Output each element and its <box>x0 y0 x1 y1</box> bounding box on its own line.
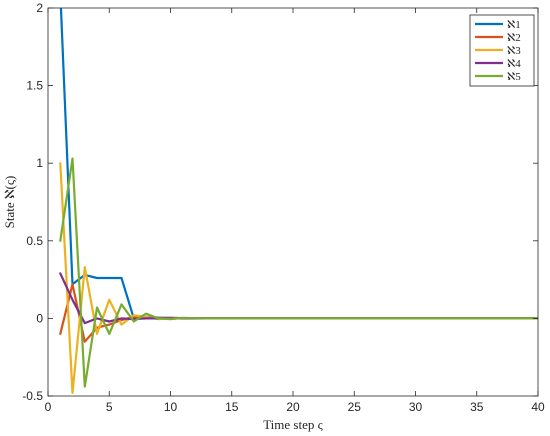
x-tick-label: 0 <box>45 400 52 414</box>
x-tick-label: 30 <box>409 400 423 414</box>
legend-label: ℵ5 <box>507 71 521 83</box>
x-tick-label: 40 <box>531 400 545 414</box>
y-tick-label: 1.5 <box>26 79 43 93</box>
y-tick-label: 0.5 <box>26 234 43 248</box>
series-layer <box>59 8 538 394</box>
legend-label: ℵ3 <box>507 45 521 57</box>
x-tick-label: 15 <box>225 400 239 414</box>
y-tick-label: 2 <box>36 1 43 15</box>
legend-label: ℵ4 <box>507 58 521 70</box>
y-tick-label: 0 <box>36 311 43 325</box>
legend-label: ℵ2 <box>507 32 521 44</box>
y-tick-label: -0.5 <box>22 389 43 403</box>
x-tick-label: 25 <box>348 400 362 414</box>
series-line-5 <box>59 157 538 388</box>
legend-label: ℵ1 <box>507 19 521 31</box>
y-axis-label: State ℵ(ς) <box>2 176 17 229</box>
x-tick-label: 5 <box>106 400 113 414</box>
y-tick-label: 1 <box>36 156 43 170</box>
x-tick-label: 35 <box>470 400 484 414</box>
x-tick-label: 10 <box>164 400 178 414</box>
x-tick-label: 20 <box>286 400 300 414</box>
x-axis-label: Time step ς <box>263 417 323 432</box>
ticks-layer: 0 5 10 15 20 25 30 35 40-0.500.511.52 <box>22 1 545 414</box>
